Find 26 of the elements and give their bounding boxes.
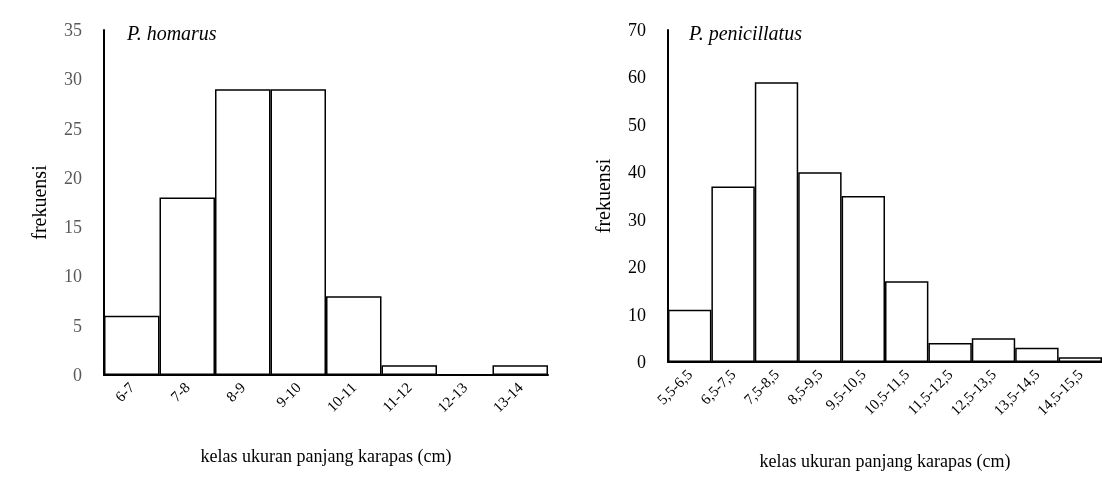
y-tick-label: 20 xyxy=(628,257,646,278)
x-axis-title: kelas ukuran panjang karapas (cm) xyxy=(200,446,452,467)
y-tick-label: 60 xyxy=(628,67,646,88)
y-tick-label: 15 xyxy=(64,217,82,238)
y-tick-label: 25 xyxy=(64,118,82,139)
chart-title: P. homarus xyxy=(126,22,217,44)
x-tick-label: 8-9 xyxy=(222,379,249,405)
y-axis-title: frekuensi xyxy=(592,158,614,234)
y-tick-label: 0 xyxy=(637,352,646,372)
x-tick-label: 6-7 xyxy=(111,378,138,405)
y-tick-label: 50 xyxy=(628,114,646,135)
y-tick-label: 35 xyxy=(64,20,82,40)
y-tick-label: 10 xyxy=(628,304,646,325)
y-tick-label: 30 xyxy=(64,69,82,90)
y-tick-label: 20 xyxy=(64,167,82,188)
y-tick-label: 40 xyxy=(628,162,646,183)
y-tick-label: 30 xyxy=(628,209,646,230)
x-tick-label: 7-8 xyxy=(167,379,193,405)
y-tick-label: 5 xyxy=(73,315,82,336)
y-tick-label: 10 xyxy=(64,266,82,287)
y-axis-title: frekuensi xyxy=(28,164,50,240)
y-tick-label: 0 xyxy=(73,365,82,385)
x-axis-title: kelas ukuran panjang karapas (cm) xyxy=(759,451,1011,472)
y-tick-label: 70 xyxy=(628,20,646,40)
x-tick-label: 9-10 xyxy=(273,379,304,411)
chart-title: P. penicillatus xyxy=(688,22,803,45)
